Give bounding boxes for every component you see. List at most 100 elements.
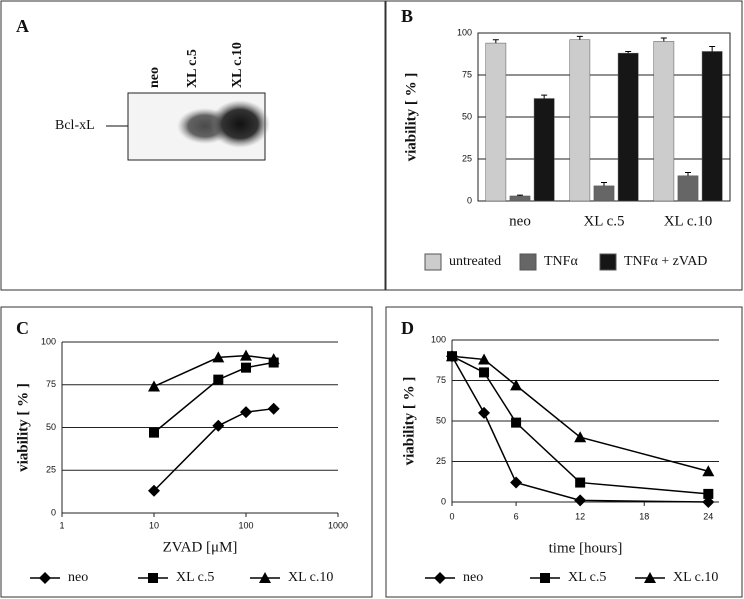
y-tick-label: 0 <box>467 195 472 205</box>
line <box>153 354 274 388</box>
x-tick-label: 12 <box>575 511 585 521</box>
legend-swatch <box>599 253 617 271</box>
bar <box>617 52 639 202</box>
marker <box>267 402 280 415</box>
x-tick-label: 100 <box>238 520 253 530</box>
bar <box>485 42 507 202</box>
marker <box>149 427 159 438</box>
y-axis-label: viability [ % ] <box>401 377 417 466</box>
bar <box>593 185 615 202</box>
y-tick-label: 75 <box>46 379 56 389</box>
marker <box>240 406 252 419</box>
marker <box>240 349 252 361</box>
y-tick-label: 25 <box>462 153 472 163</box>
panel-frame <box>0 306 373 598</box>
y-tick-label: 75 <box>462 69 472 79</box>
y-tick-label: 50 <box>462 111 472 121</box>
panel-label: C <box>16 318 29 338</box>
y-axis-label: viability [ % ] <box>15 383 31 472</box>
error-bar <box>576 35 583 40</box>
y-axis-label: viability [ % ] <box>403 73 419 162</box>
marker <box>574 494 587 507</box>
y-tick-label: 75 <box>436 375 446 385</box>
panel-frame <box>385 0 743 291</box>
error-bar <box>601 182 607 186</box>
legend-marker <box>148 573 158 583</box>
y-tick-label: 50 <box>436 415 446 425</box>
error-bar <box>709 45 716 52</box>
y-tick-label: 100 <box>457 27 472 37</box>
marker <box>212 351 225 363</box>
y-tick-label: 50 <box>46 422 56 432</box>
legend-marker <box>434 572 446 584</box>
marker <box>478 406 491 419</box>
lane-label: neo <box>147 67 162 88</box>
legend-label: untreated <box>449 254 501 269</box>
legend-marker <box>540 573 550 583</box>
marker <box>511 417 522 428</box>
x-tick-label: 1000 <box>328 520 348 530</box>
lane-label: XL c.10 <box>230 42 245 88</box>
legend-swatch <box>424 253 442 271</box>
x-tick-label: XL c.5 <box>583 213 624 229</box>
x-tick-label: 0 <box>449 511 454 521</box>
marker <box>446 350 458 362</box>
x-tick-label: 10 <box>149 520 159 530</box>
legend-label: TNFα + zVAD <box>624 254 707 269</box>
legend-marker <box>644 572 656 583</box>
legend-label: XL c.5 <box>568 570 606 585</box>
marker <box>148 484 160 497</box>
marker <box>510 476 523 489</box>
line <box>153 361 274 434</box>
error-bar <box>625 50 632 54</box>
bar <box>701 51 723 202</box>
legend-marker <box>259 572 271 583</box>
y-tick-label: 25 <box>46 465 56 475</box>
legend-label: TNFα <box>544 254 578 269</box>
legend-label: neo <box>68 570 88 585</box>
marker <box>267 353 280 365</box>
legend-label: XL c.10 <box>673 570 718 585</box>
x-axis-label: time [hours] <box>549 540 623 556</box>
error-bar <box>541 94 548 99</box>
panel-frame <box>0 0 386 291</box>
x-tick-label: XL c.10 <box>664 213 713 229</box>
legend-label: XL c.5 <box>176 570 214 585</box>
panel-frame <box>385 306 743 598</box>
marker <box>212 419 225 432</box>
bar <box>653 41 675 202</box>
error-bar <box>517 194 523 196</box>
marker <box>703 488 714 499</box>
error-bar <box>492 39 499 44</box>
panel-label: D <box>401 318 414 338</box>
y-tick-label: 25 <box>436 456 446 466</box>
line <box>153 407 274 492</box>
legend-marker <box>39 572 51 584</box>
y-tick-label: 0 <box>441 496 446 506</box>
legend-swatch <box>519 253 537 271</box>
marker <box>478 353 491 365</box>
marker <box>241 362 251 373</box>
x-tick-label: 18 <box>639 511 649 521</box>
panel-label: A <box>16 16 29 36</box>
marker <box>574 431 587 443</box>
x-tick-label: 24 <box>703 511 713 521</box>
bar <box>509 195 531 202</box>
band-label: Bcl-xL <box>55 118 95 133</box>
y-tick-label: 100 <box>431 334 446 344</box>
x-axis-label: ZVAD [μM] <box>163 539 238 555</box>
x-tick-label: neo <box>509 213 531 229</box>
bar <box>677 175 699 202</box>
error-bar <box>660 37 667 42</box>
marker <box>702 465 715 477</box>
marker <box>479 367 490 378</box>
marker <box>510 379 523 391</box>
x-tick-label: 1 <box>59 520 64 530</box>
legend-label: XL c.10 <box>288 570 333 585</box>
bar <box>533 98 555 202</box>
band <box>210 100 270 148</box>
lane-label: XL c.5 <box>185 49 200 88</box>
error-bar <box>685 171 691 176</box>
y-tick-label: 100 <box>41 336 56 346</box>
